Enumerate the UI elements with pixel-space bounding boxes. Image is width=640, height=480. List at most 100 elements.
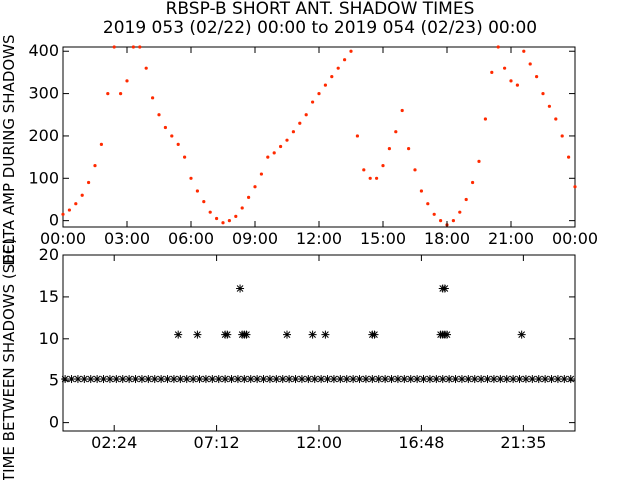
- top-series-points: [61, 45, 577, 227]
- top-data-point: [368, 176, 372, 180]
- top-data-point: [272, 151, 276, 155]
- top-data-point: [61, 212, 65, 216]
- bottom-data-point: [321, 330, 330, 339]
- top-data-point: [387, 147, 391, 151]
- top-x-tick-label: 15:00: [360, 229, 406, 248]
- top-data-point: [515, 83, 520, 87]
- bottom-y-tick-label: 20: [39, 245, 59, 264]
- top-data-point: [400, 108, 404, 113]
- top-data-point: [240, 206, 244, 210]
- top-data-point: [503, 66, 507, 70]
- top-data-point: [381, 163, 385, 168]
- top-data-point: [407, 147, 411, 151]
- bottom-data-point: [236, 284, 245, 293]
- top-data-point: [291, 130, 295, 134]
- bottom-y-tick-label: 15: [39, 287, 59, 306]
- top-data-point: [208, 210, 212, 214]
- top-data-point: [247, 195, 251, 199]
- bottom-data-point: [323, 375, 332, 384]
- bottom-y-tick-label: 10: [39, 329, 59, 348]
- top-data-point: [362, 168, 366, 172]
- bottom-x-tick-label: 02:24: [91, 433, 137, 452]
- top-data-point: [151, 96, 155, 100]
- top-data-point: [560, 134, 564, 138]
- bottom-data-point: [457, 375, 466, 384]
- top-data-point: [528, 62, 532, 66]
- bottom-data-point: [308, 330, 317, 339]
- top-data-point: [285, 138, 289, 142]
- top-data-point: [93, 163, 97, 168]
- top-y-tick-label: 200: [28, 126, 59, 145]
- top-data-point: [330, 75, 334, 79]
- bottom-x-tick-label: 21:35: [500, 433, 546, 452]
- top-data-point: [413, 168, 417, 172]
- top-y-tick-label: 400: [28, 41, 59, 60]
- top-y-axis: 0 100 200 300 400: [28, 41, 575, 230]
- top-data-point: [253, 185, 257, 189]
- top-data-point: [567, 155, 571, 159]
- top-data-point: [157, 113, 161, 117]
- bottom-plot-frame: [62, 254, 576, 432]
- top-data-point: [202, 199, 206, 204]
- bottom-data-point: [242, 330, 251, 339]
- top-data-point: [343, 58, 347, 62]
- top-data-point: [483, 117, 487, 121]
- top-y-axis-label: DELTA AMP DURING SHADOWS: [0, 34, 18, 265]
- bottom-y-axis: 0 5 10 15 20: [39, 245, 575, 432]
- top-data-point: [317, 91, 321, 96]
- top-data-point: [163, 125, 167, 130]
- bottom-data-point: [246, 375, 255, 384]
- top-data-point: [522, 49, 526, 53]
- bottom-data-point: [283, 330, 291, 339]
- top-data-point: [477, 159, 481, 163]
- top-data-point: [547, 104, 552, 108]
- top-x-tick-label: 06:00: [168, 229, 214, 248]
- top-data-point: [227, 219, 231, 223]
- top-data-point: [573, 185, 577, 189]
- bottom-data-point: [67, 375, 76, 384]
- top-data-point: [176, 142, 180, 147]
- bottom-data-point: [381, 375, 390, 384]
- bottom-y-tick-label: 5: [49, 371, 59, 390]
- bottom-data-point: [443, 330, 451, 339]
- top-data-point: [496, 45, 500, 49]
- top-data-point: [394, 130, 398, 134]
- top-data-point: [458, 210, 462, 214]
- bottom-y-axis-label: TIME BETWEEN SHADOWS (SEC): [0, 238, 18, 480]
- top-data-point: [74, 202, 78, 206]
- top-data-point: [106, 91, 110, 96]
- bottom-data-point: [528, 375, 537, 384]
- bottom-data-point: [80, 375, 89, 384]
- top-data-point: [349, 49, 353, 53]
- bottom-x-tick-label: 07:12: [194, 433, 240, 452]
- top-data-point: [67, 208, 71, 212]
- top-data-point: [298, 121, 302, 125]
- top-data-point: [119, 91, 123, 96]
- bottom-x-axis: 02:24 07:12 12:00 16:48 21:35: [91, 255, 546, 452]
- bottom-data-point: [223, 330, 232, 339]
- bottom-series-points: [61, 284, 575, 384]
- top-data-point: [87, 180, 91, 185]
- top-x-tick-label: 12:00: [296, 229, 342, 248]
- top-x-tick-label: 09:00: [232, 229, 278, 248]
- bottom-x-tick-label: 16:48: [398, 433, 444, 452]
- top-x-tick-label: 00:00: [40, 229, 86, 248]
- bottom-data-point: [272, 375, 281, 384]
- top-data-point: [234, 214, 238, 219]
- bottom-data-point: [451, 375, 460, 384]
- top-data-point: [355, 134, 359, 138]
- top-data-point: [323, 83, 327, 87]
- bottom-data-point: [470, 375, 479, 384]
- top-panel: 00:00 03:00 06:00 09:00 12:00 15:00 18:00 21:00…: [0, 34, 598, 265]
- top-data-point: [99, 142, 103, 147]
- bottom-data-point: [193, 330, 202, 339]
- bottom-data-point: [329, 375, 338, 384]
- bottom-data-point: [566, 375, 575, 384]
- bottom-data-point: [137, 375, 146, 384]
- top-data-point: [432, 212, 436, 216]
- top-x-tick-label: 21:00: [488, 229, 534, 248]
- bottom-data-point: [515, 375, 524, 384]
- top-data-point: [535, 75, 539, 79]
- bottom-data-point: [517, 330, 526, 339]
- top-x-tick-label: 03:00: [104, 229, 150, 248]
